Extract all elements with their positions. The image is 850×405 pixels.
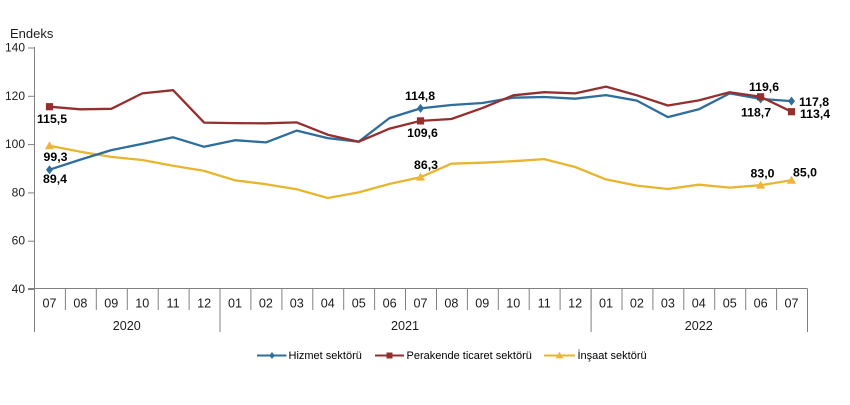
svg-text:109,6: 109,6 — [407, 126, 438, 140]
svg-text:113,4: 113,4 — [800, 107, 830, 121]
svg-text:Hizmet sektörü: Hizmet sektörü — [289, 350, 362, 362]
svg-text:2021: 2021 — [391, 319, 419, 333]
svg-text:10: 10 — [506, 297, 520, 311]
svg-text:07: 07 — [413, 297, 427, 311]
svg-text:12: 12 — [197, 297, 211, 311]
svg-text:89,4: 89,4 — [43, 172, 67, 186]
svg-text:02: 02 — [259, 297, 273, 311]
svg-text:02: 02 — [630, 297, 644, 311]
svg-text:119,6: 119,6 — [749, 80, 779, 94]
svg-text:İnşaat sektörü: İnşaat sektörü — [578, 349, 647, 362]
svg-text:12: 12 — [568, 297, 582, 311]
svg-text:40: 40 — [12, 282, 26, 296]
svg-text:11: 11 — [167, 297, 180, 311]
svg-text:80: 80 — [12, 185, 26, 199]
svg-text:11: 11 — [538, 297, 551, 311]
svg-text:Endeks: Endeks — [10, 26, 54, 41]
svg-text:2020: 2020 — [113, 319, 141, 333]
svg-text:85,0: 85,0 — [793, 166, 817, 180]
svg-text:05: 05 — [723, 297, 737, 311]
svg-text:08: 08 — [73, 297, 87, 311]
svg-text:83,0: 83,0 — [751, 167, 775, 181]
svg-text:115,5: 115,5 — [37, 112, 67, 126]
svg-text:120: 120 — [5, 89, 25, 103]
svg-text:07: 07 — [42, 297, 56, 311]
svg-text:06: 06 — [754, 297, 768, 311]
svg-text:114,8: 114,8 — [405, 89, 435, 103]
svg-text:05: 05 — [352, 297, 366, 311]
svg-text:03: 03 — [661, 297, 675, 311]
svg-text:99,3: 99,3 — [44, 150, 68, 164]
svg-text:03: 03 — [290, 297, 304, 311]
svg-text:01: 01 — [599, 297, 613, 311]
svg-text:04: 04 — [321, 297, 335, 311]
svg-text:04: 04 — [692, 297, 706, 311]
svg-text:60: 60 — [12, 234, 26, 248]
svg-text:06: 06 — [383, 297, 397, 311]
svg-text:01: 01 — [228, 297, 242, 311]
svg-text:Perakende ticaret sektörü: Perakende ticaret sektörü — [407, 350, 532, 362]
svg-text:2022: 2022 — [685, 319, 713, 333]
svg-text:10: 10 — [135, 297, 149, 311]
svg-text:08: 08 — [444, 297, 458, 311]
svg-text:86,3: 86,3 — [414, 158, 438, 172]
svg-text:09: 09 — [104, 297, 118, 311]
svg-text:07: 07 — [784, 297, 798, 311]
svg-text:118,7: 118,7 — [741, 106, 771, 120]
svg-text:117,8: 117,8 — [799, 95, 829, 109]
svg-text:140: 140 — [5, 41, 25, 55]
svg-text:100: 100 — [5, 137, 25, 151]
svg-text:09: 09 — [475, 297, 489, 311]
